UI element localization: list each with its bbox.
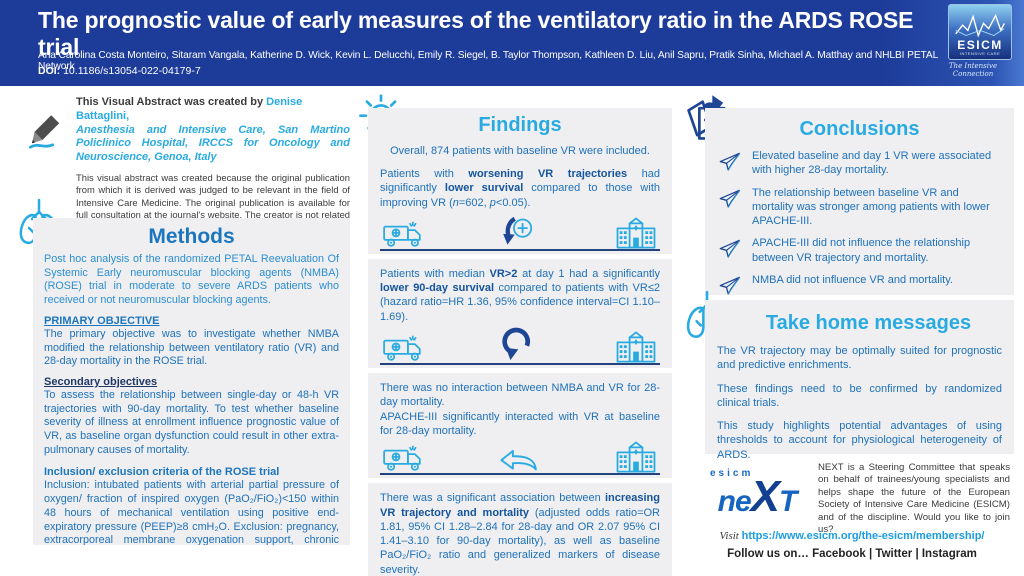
conclusion-item: APACHE-III did not influence the relatio… bbox=[717, 236, 1002, 265]
findings-column: Findings Overall, 874 patients with base… bbox=[368, 108, 672, 576]
visit-line: Visit https://www.esicm.org/the-esicm/me… bbox=[690, 530, 1014, 542]
next-logo-ne: ne bbox=[717, 485, 752, 518]
paper-plane-icon bbox=[717, 151, 743, 173]
pencil-icon bbox=[28, 110, 68, 154]
esicm-logo: ESICM INTENSIVE CARE bbox=[948, 4, 1012, 60]
next-box: esicm neXT NEXT is a Steering Committee … bbox=[690, 458, 1014, 570]
hospital-icon bbox=[614, 217, 658, 249]
finding-icon-row bbox=[380, 326, 660, 366]
finding-text: Patients with median VR>2 at day 1 had a… bbox=[380, 267, 660, 323]
esicm-logo-text: ESICM bbox=[957, 38, 1003, 52]
takehome-text: These findings need to be confirmed by r… bbox=[717, 382, 1002, 409]
finding-text: There was no interaction between NMBA an… bbox=[380, 382, 660, 437]
credit-intro: This Visual Abstract was created by Deni… bbox=[76, 96, 350, 124]
primary-objective-heading: PRIMARY OBJECTIVE bbox=[44, 314, 160, 327]
methods-heading: Methods bbox=[148, 225, 235, 248]
conclusion-item: NMBA did not influence VR and mortality. bbox=[717, 273, 1002, 297]
takehome-list: The VR trajectory may be optimally suite… bbox=[717, 344, 1002, 462]
page-title: The prognostic value of early measures o… bbox=[38, 7, 914, 60]
criteria-heading: Inclusion/ exclusion criteria of the ROS… bbox=[44, 466, 280, 479]
header-banner: The prognostic value of early measures o… bbox=[0, 0, 1024, 86]
findings-overall: Overall, 874 patients with baseline VR w… bbox=[390, 145, 650, 157]
follow-line: Follow us on… Facebook | Twitter | Insta… bbox=[727, 548, 977, 560]
credit-intro-text: This Visual Abstract was created by bbox=[76, 96, 267, 108]
finding-text: There was a significant association betw… bbox=[380, 492, 660, 576]
return-arrow-icon bbox=[496, 445, 542, 473]
creator-name: Denise Battaglini, bbox=[76, 96, 303, 122]
next-logo-t: T bbox=[779, 485, 797, 518]
findings-list: Patients with median VR>2 at day 1 had a… bbox=[368, 258, 672, 576]
finding-icon-row bbox=[380, 212, 660, 251]
conclusion-text: The relationship between baseline VR and… bbox=[752, 186, 990, 228]
conclusions-heading: Conclusions bbox=[799, 118, 920, 140]
next-paragraph: NEXT is a Steering Committee that speaks… bbox=[818, 462, 1010, 536]
paper-plane-icon bbox=[717, 188, 743, 210]
visit-label: Visit bbox=[719, 530, 742, 542]
curve-arrow-icon bbox=[499, 327, 539, 363]
conclusion-text: Elevated baseline and day 1 VR were asso… bbox=[752, 150, 992, 177]
takehome-text: The VR trajectory may be optimally suite… bbox=[717, 345, 1002, 372]
criteria-text: Inclusion: intubated patients with arter… bbox=[44, 479, 339, 545]
findings-header-block: Findings Overall, 874 patients with base… bbox=[368, 108, 672, 254]
methods-panel: Methods Post hoc analysis of the randomi… bbox=[33, 218, 350, 545]
esicm-logo-subtext: INTENSIVE CARE bbox=[959, 51, 1001, 56]
conclusion-item: The relationship between baseline VR and… bbox=[717, 186, 1002, 229]
authors-line: Ana Carolina Costa Monteiro, Sitaram Van… bbox=[38, 50, 938, 72]
next-logo-esicm: esicm bbox=[710, 468, 754, 479]
takehome-heading: Take home messages bbox=[765, 312, 972, 334]
finding-block: There was no interaction between NMBA an… bbox=[368, 373, 672, 479]
refresh-cross-icon bbox=[499, 213, 539, 249]
doi-label: DOI: bbox=[38, 65, 61, 77]
finding-icon-row bbox=[380, 440, 660, 476]
paper-plane-icon bbox=[717, 238, 743, 260]
credit-text: This Visual Abstract was created by Deni… bbox=[76, 96, 350, 234]
conclusion-text: APACHE-III did not influence the relatio… bbox=[752, 237, 971, 264]
ambulance-icon bbox=[382, 445, 424, 473]
finding-block: There was a significant association betw… bbox=[368, 483, 672, 576]
conclusions-panel: Conclusions Elevated baseline and day 1 … bbox=[705, 108, 1014, 295]
takehome-text: This study highlights potential advantag… bbox=[717, 420, 1002, 461]
creator-affiliation: Anesthesia and Intensive Care, San Marti… bbox=[76, 123, 350, 164]
doi-value: 10.1186/s13054-022-04179-7 bbox=[63, 65, 201, 77]
esicm-tagline: The Intensive Connection bbox=[948, 62, 998, 78]
next-logo-next: neXT bbox=[702, 475, 812, 519]
finding-block: Patients with median VR>2 at day 1 had a… bbox=[368, 258, 672, 369]
hospital-icon bbox=[614, 441, 658, 473]
ambulance-icon bbox=[382, 221, 424, 249]
next-logo-x: X bbox=[750, 472, 780, 521]
findings-heading: Findings bbox=[478, 114, 562, 136]
doi-line: DOI: 10.1186/s13054-022-04179-7 bbox=[38, 65, 201, 77]
conclusions-list: Elevated baseline and day 1 VR were asso… bbox=[717, 149, 1002, 297]
primary-objective-text: The primary objective was to investigate… bbox=[44, 327, 339, 368]
conclusion-text: NMBA did not influence VR and mortality. bbox=[752, 274, 953, 287]
ambulance-icon bbox=[382, 335, 424, 363]
esicm-next-logo: esicm neXT bbox=[702, 468, 812, 519]
credit-box: This Visual Abstract was created by Deni… bbox=[22, 96, 350, 234]
methods-intro: Post hoc analysis of the randomized PETA… bbox=[44, 253, 339, 307]
secondary-objectives-heading: Secondary objectives bbox=[44, 375, 158, 388]
finding-text: Patients with worsening VR trajectories … bbox=[380, 168, 660, 209]
secondary-objectives-text: To assess the relationship between singl… bbox=[44, 388, 339, 456]
takehome-panel: Take home messages The VR trajectory may… bbox=[705, 300, 1014, 461]
membership-link[interactable]: https://www.esicm.org/the-esicm/membersh… bbox=[741, 530, 985, 542]
hospital-icon bbox=[614, 331, 658, 363]
waveform-icon bbox=[955, 13, 1005, 38]
conclusion-item: Elevated baseline and day 1 VR were asso… bbox=[717, 149, 1002, 178]
